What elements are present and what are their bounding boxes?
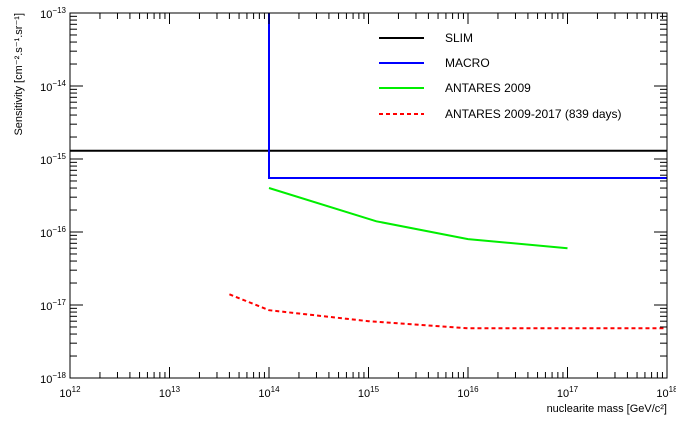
y-tick-label: 10−15: [40, 152, 66, 167]
legend-label-1: SLIM: [445, 31, 473, 45]
x-tick-label: 1015: [358, 385, 380, 400]
legend-label-4: ANTARES 2009-2017 (839 days): [445, 107, 622, 121]
y-tick-label: 10−16: [40, 225, 66, 240]
x-tick-label: 1018: [656, 385, 676, 400]
x-tick-label: 1013: [159, 385, 181, 400]
series-line-4: [229, 293, 667, 330]
y-tick-label: 10−13: [40, 6, 66, 21]
x-tick-label: 1012: [59, 385, 81, 400]
series-line-3: [268, 187, 568, 250]
x-tick-label: 1017: [557, 385, 579, 400]
labels-layer: 1012 1013 1014 1015 1016 1017 1018 10−18 10−17 10…: [40, 6, 676, 400]
legend: SLIM MACRO ANTARES 2009 ANTARES 2009-2017 (…: [379, 31, 622, 121]
series-line-2: [268, 13, 667, 179]
x-tick-label: 1016: [457, 385, 479, 400]
y-tick-label: 10−18: [40, 371, 66, 386]
legend-label-2: MACRO: [445, 56, 490, 70]
y-tick-label: 10−17: [40, 298, 66, 313]
x-tick-label: 1014: [258, 385, 280, 400]
plot-frame: [69, 12, 668, 379]
y-axis-title: Sensitivity [cm⁻².s⁻¹.sr⁻¹]: [13, 13, 25, 136]
legend-label-3: ANTARES 2009: [445, 81, 531, 95]
x-axis-title: nuclearite mass [GeV/c²]: [547, 403, 667, 415]
ticks-layer: [69, 12, 668, 379]
y-tick-label: 10−14: [40, 79, 66, 94]
series-layer: [70, 13, 667, 330]
